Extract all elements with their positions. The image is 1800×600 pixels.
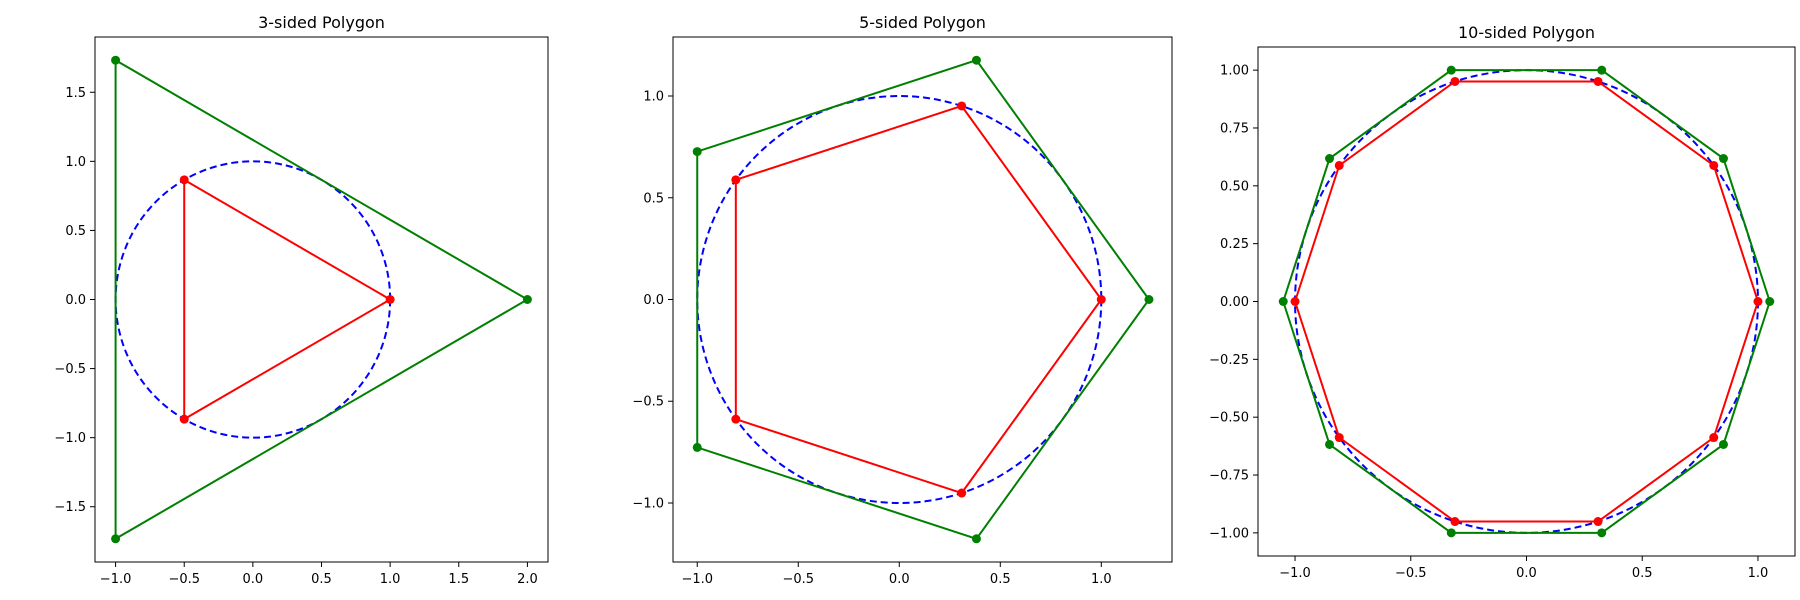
x-tick-label: 2.0 <box>517 572 538 587</box>
circumscribed-polygon-vertex <box>1765 297 1775 306</box>
y-tick-label: −0.75 <box>1209 469 1249 484</box>
inscribed-polygon-vertex <box>1753 297 1763 306</box>
subplot-3: −1.0 −0.5 0.0 0.5 1.0 −1.00 −0.75 −0.50 −0.25 0.0… <box>1209 23 1796 581</box>
y-tick-label: 1.5 <box>65 86 86 101</box>
y-tick-label: −1.0 <box>632 496 664 511</box>
y-tick-label: 0.25 <box>1220 237 1249 252</box>
plot-area <box>114 58 530 541</box>
y-tick-label: −1.5 <box>54 500 86 515</box>
circumscribed-polygon <box>1282 69 1771 534</box>
circumscribed-polygon-vertex <box>1325 154 1335 164</box>
y-tick-label: 0.75 <box>1220 121 1249 136</box>
y-tick-label: 0.0 <box>643 293 664 308</box>
inscribed-polygon-vertex <box>1709 160 1719 170</box>
inscribed-polygon-vertex <box>731 175 741 185</box>
circumscribed-polygon-vertex <box>1597 65 1607 75</box>
y-tick-label: 0.5 <box>65 224 86 239</box>
inscribed-polygon-vertex <box>1290 297 1300 306</box>
chart-title: 5-sided Polygon <box>859 13 986 32</box>
x-tick-label: 0.5 <box>1632 566 1653 581</box>
x-tick-label: 1.0 <box>1748 566 1769 581</box>
y-tick-label: −1.0 <box>54 431 86 446</box>
y-tick-label: 1.00 <box>1220 64 1249 79</box>
inscribed-polygon-vertex <box>1450 76 1460 86</box>
unit-circle <box>114 160 392 439</box>
circumscribed-polygon-vertex <box>971 534 981 544</box>
circumscribed-polygon-vertex <box>971 55 981 65</box>
circumscribed-polygon-vertex <box>1718 154 1728 164</box>
y-tick-label: 1.0 <box>643 90 664 105</box>
circumscribed-polygon-vertex <box>522 295 532 304</box>
circumscribed-polygon <box>114 58 530 541</box>
circumscribed-polygon-vertex <box>111 534 121 544</box>
chart-title: 3-sided Polygon <box>258 13 385 32</box>
x-tick-label: −0.5 <box>1395 566 1427 581</box>
inscribed-polygon-vertex <box>1450 517 1460 527</box>
x-tick-label: 0.5 <box>311 572 332 587</box>
subplot-1: −1.0 −0.5 0.0 0.5 1.0 1.5 2.0 −1.5 −1.0 −0.5 0.0 0.… <box>54 13 549 587</box>
x-tick-label: 1.5 <box>448 572 469 587</box>
x-tick-label: 0.0 <box>889 572 910 587</box>
x-tick-label: −1.0 <box>681 572 713 587</box>
circumscribed-polygon-vertex <box>1144 295 1154 304</box>
axes-frame <box>1257 46 1796 557</box>
y-tick-label: 0.00 <box>1220 295 1249 310</box>
inscribed-polygon <box>734 104 1103 495</box>
y-tick-label: 0.0 <box>65 293 86 308</box>
axes-frame <box>94 36 549 563</box>
x-tick-label: 1.0 <box>1091 572 1112 587</box>
circumscribed-polygon-vertex <box>1718 439 1728 449</box>
y-tick-label: −0.5 <box>632 395 664 410</box>
inscribed-polygon-vertex <box>179 175 189 185</box>
y-tick-label: −0.5 <box>54 362 86 377</box>
x-tick-label: 0.0 <box>1516 566 1537 581</box>
x-tick-label: −1.0 <box>1279 566 1311 581</box>
inscribed-polygon-vertex <box>179 414 189 424</box>
circumscribed-polygon-vertex <box>1325 439 1335 449</box>
inscribed-polygon <box>1293 80 1760 523</box>
inscribed-polygon-vertex <box>957 488 967 498</box>
inscribed-polygon <box>183 178 393 421</box>
circumscribed-polygon-vertex <box>1597 528 1607 538</box>
y-tick-label: 0.5 <box>643 191 664 206</box>
inscribed-polygon-vertex <box>1096 295 1106 304</box>
circumscribed-polygon-vertex <box>111 55 121 65</box>
y-tick-label: 0.50 <box>1220 179 1249 194</box>
chart-title: 10-sided Polygon <box>1458 23 1595 42</box>
circumscribed-polygon-vertex <box>1446 528 1456 538</box>
circumscribed-polygon-vertex <box>1446 65 1456 75</box>
plot-area <box>1282 69 1771 534</box>
x-tick-label: 0.0 <box>243 572 264 587</box>
plot-area <box>696 59 1151 540</box>
y-tick-label: −0.25 <box>1209 353 1249 368</box>
subplot-2: −1.0 −0.5 0.0 0.5 1.0 −1.0 −0.5 0.0 0.5 1.0 5-side… <box>632 13 1173 587</box>
y-tick-label: −0.50 <box>1209 411 1249 426</box>
unit-circle <box>1294 69 1759 534</box>
circumscribed-polygon-vertex <box>692 442 702 452</box>
circumscribed-polygon-vertex <box>1278 297 1288 306</box>
inscribed-polygon-vertex <box>1593 517 1603 527</box>
circumscribed-polygon-vertex <box>692 147 702 157</box>
inscribed-polygon-vertex <box>731 414 741 424</box>
inscribed-polygon-vertex <box>1334 433 1344 443</box>
inscribed-polygon-vertex <box>1709 433 1719 443</box>
inscribed-polygon-vertex <box>385 295 395 304</box>
inscribed-polygon-vertex <box>957 101 967 111</box>
x-tick-label: −0.5 <box>168 572 200 587</box>
unit-circle <box>696 95 1103 504</box>
y-tick-label: −1.00 <box>1209 526 1249 541</box>
x-tick-label: 0.5 <box>990 572 1011 587</box>
inscribed-polygon-vertex <box>1334 160 1344 170</box>
circumscribed-polygon <box>696 59 1151 540</box>
y-tick-label: 1.0 <box>65 155 86 170</box>
x-tick-label: −1.0 <box>100 572 132 587</box>
x-tick-label: −0.5 <box>782 572 814 587</box>
x-tick-label: 1.0 <box>380 572 401 587</box>
inscribed-polygon-vertex <box>1593 76 1603 86</box>
